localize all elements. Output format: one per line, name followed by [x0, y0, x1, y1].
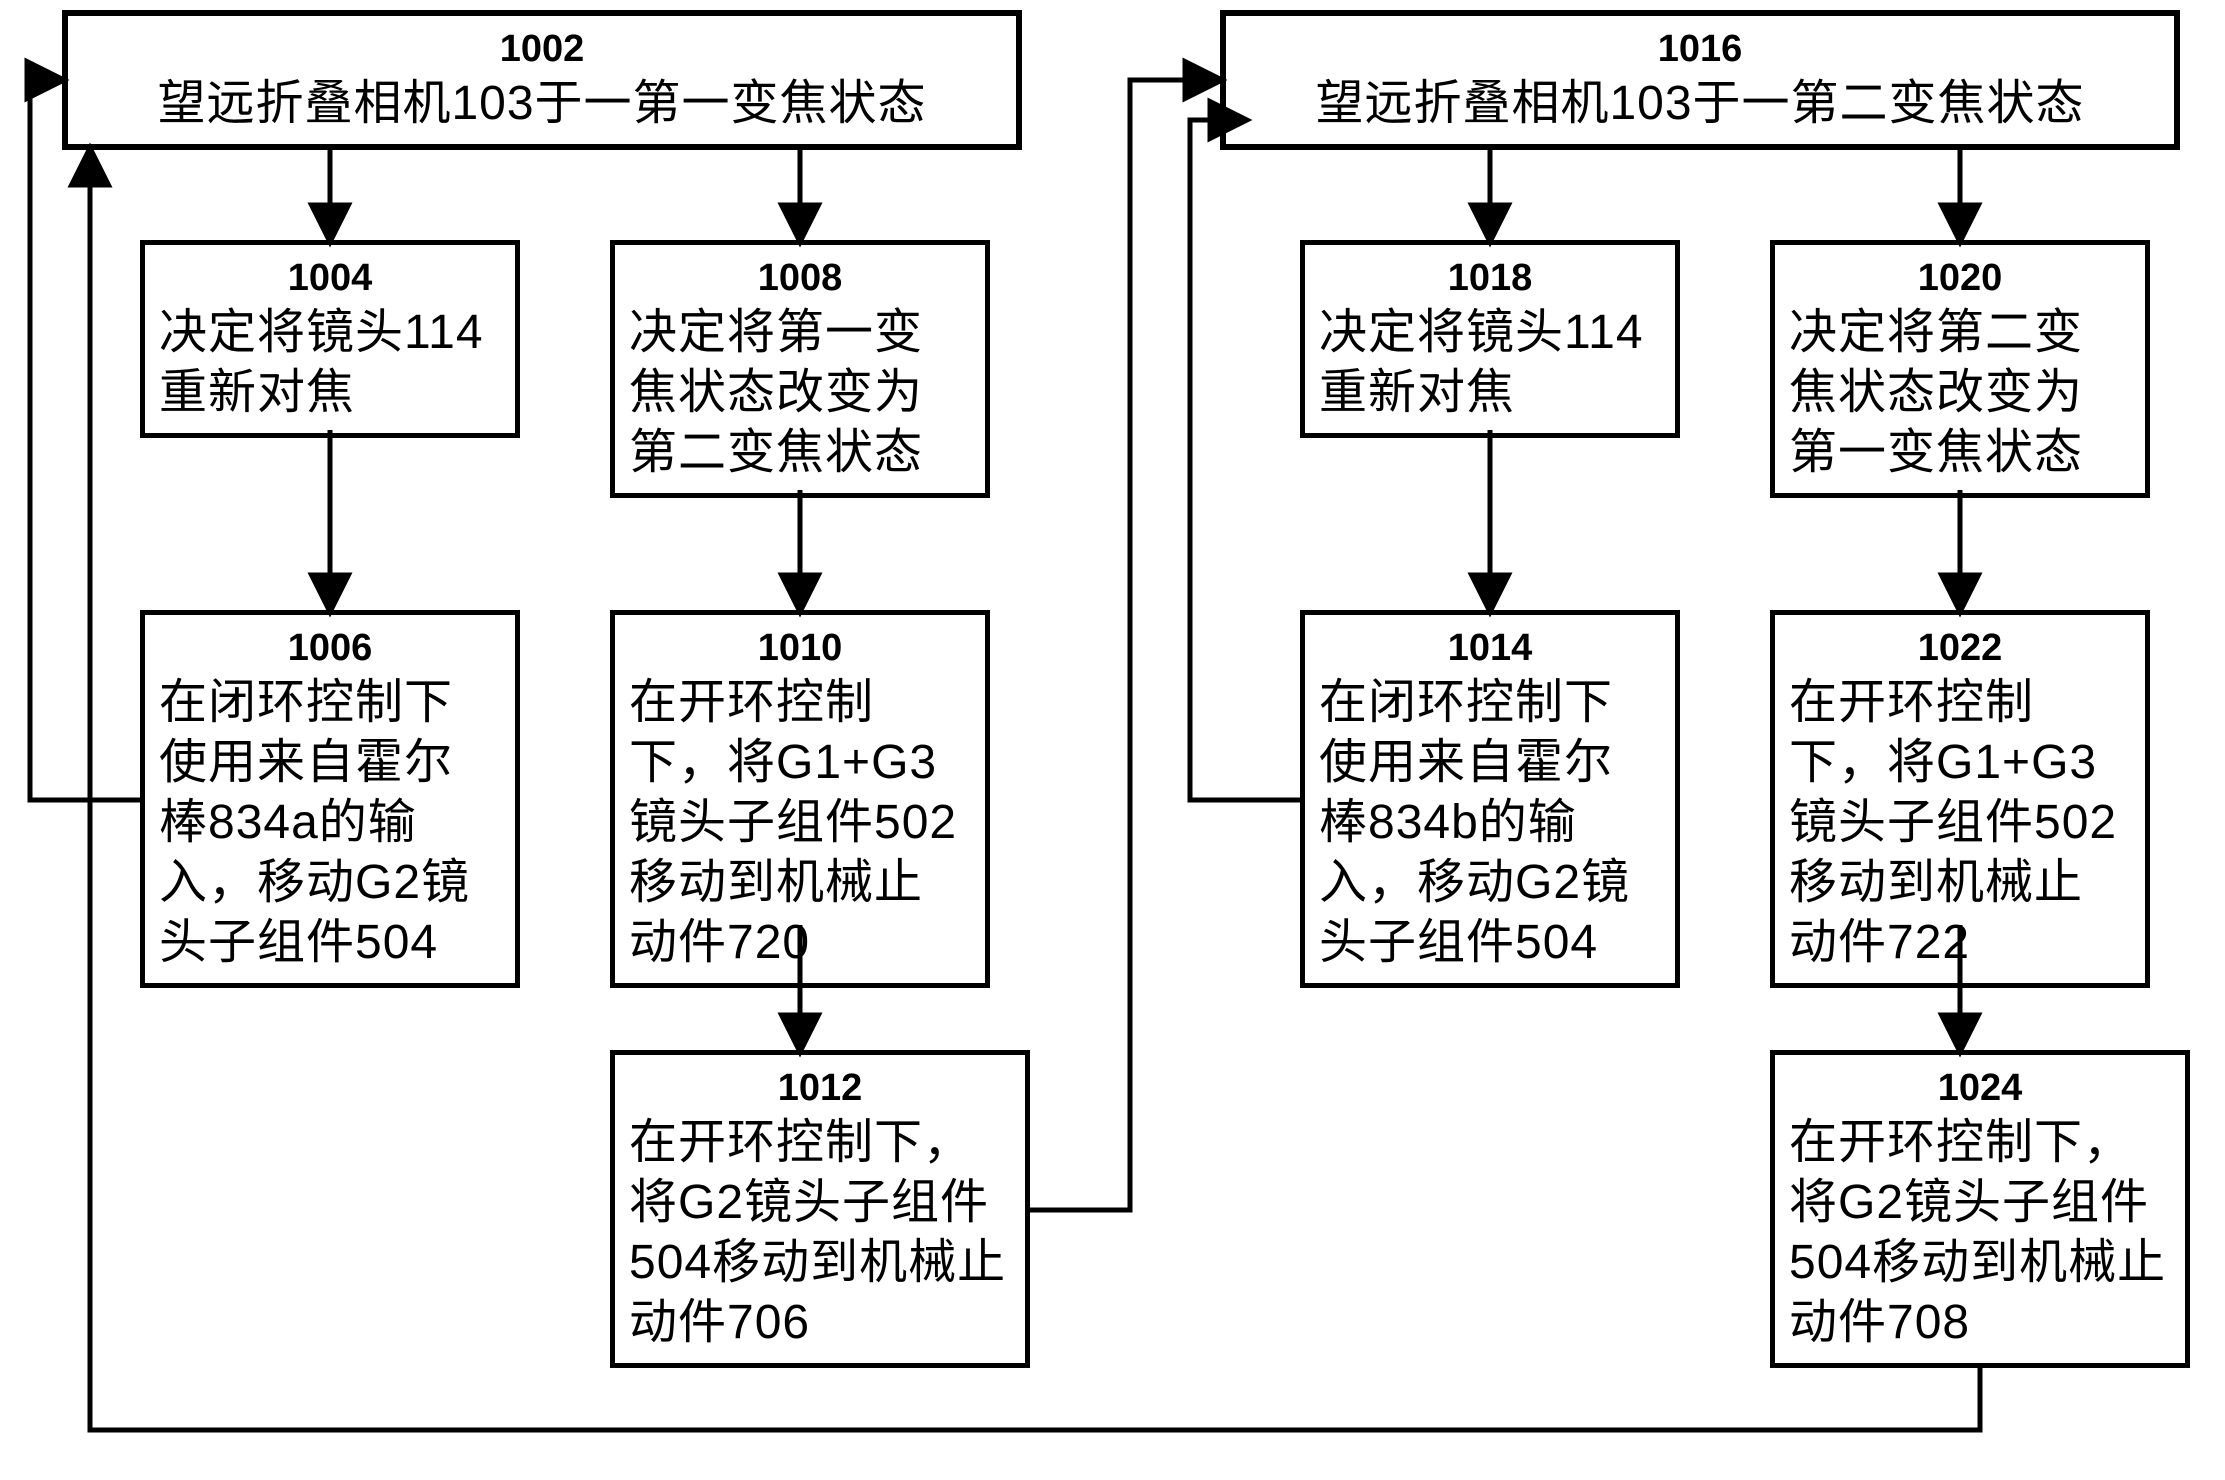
- node-text: 在开环控制下，将G2镜头子组件504移动到机械止动件708: [1789, 1113, 2171, 1353]
- node-text: 决定将第一变焦状态改变为第二变焦状态: [629, 303, 971, 483]
- flow-node-1020: 1020 决定将第二变焦状态改变为第一变焦状态: [1770, 240, 2150, 498]
- node-id: 1020: [1789, 255, 2131, 303]
- flow-node-1006: 1006 在闭环控制下使用来自霍尔棒834a的输入，移动G2镜头子组件504: [140, 610, 520, 988]
- node-text: 决定将镜头114重新对焦: [1319, 303, 1661, 423]
- node-id: 1014: [1319, 625, 1661, 673]
- flow-node-1008: 1008 决定将第一变焦状态改变为第二变焦状态: [610, 240, 990, 498]
- node-text: 望远折叠相机103于一第一变焦状态: [82, 74, 1002, 134]
- node-text: 决定将镜头114重新对焦: [159, 303, 501, 423]
- flow-edge: [1030, 80, 1220, 1210]
- node-id: 1006: [159, 625, 501, 673]
- flow-edge: [1190, 120, 1300, 800]
- node-text: 在开环控制下，将G1+G3镜头子组件502移动到机械止动件720: [629, 673, 971, 973]
- node-id: 1022: [1789, 625, 2131, 673]
- flow-node-1004: 1004 决定将镜头114重新对焦: [140, 240, 520, 438]
- node-text: 在闭环控制下使用来自霍尔棒834b的输入，移动G2镜头子组件504: [1319, 673, 1661, 973]
- node-text: 在开环控制下，将G2镜头子组件504移动到机械止动件706: [629, 1113, 1011, 1353]
- flow-node-1002: 1002 望远折叠相机103于一第一变焦状态: [62, 10, 1022, 150]
- node-text: 在闭环控制下使用来自霍尔棒834a的输入，移动G2镜头子组件504: [159, 673, 501, 973]
- flow-node-1014: 1014 在闭环控制下使用来自霍尔棒834b的输入，移动G2镜头子组件504: [1300, 610, 1680, 988]
- node-id: 1002: [82, 26, 1002, 74]
- node-id: 1016: [1240, 26, 2160, 74]
- flow-node-1012: 1012 在开环控制下，将G2镜头子组件504移动到机械止动件706: [610, 1050, 1030, 1368]
- node-text: 在开环控制下，将G1+G3镜头子组件502移动到机械止动件722: [1789, 673, 2131, 973]
- flow-edge: [30, 80, 140, 800]
- node-text: 决定将第二变焦状态改变为第一变焦状态: [1789, 303, 2131, 483]
- node-id: 1012: [629, 1065, 1011, 1113]
- node-id: 1024: [1789, 1065, 2171, 1113]
- flow-node-1022: 1022 在开环控制下，将G1+G3镜头子组件502移动到机械止动件722: [1770, 610, 2150, 988]
- flow-node-1024: 1024 在开环控制下，将G2镜头子组件504移动到机械止动件708: [1770, 1050, 2190, 1368]
- node-id: 1010: [629, 625, 971, 673]
- node-id: 1018: [1319, 255, 1661, 303]
- flow-node-1010: 1010 在开环控制下，将G1+G3镜头子组件502移动到机械止动件720: [610, 610, 990, 988]
- node-text: 望远折叠相机103于一第二变焦状态: [1240, 74, 2160, 134]
- flow-node-1018: 1018 决定将镜头114重新对焦: [1300, 240, 1680, 438]
- flow-node-1016: 1016 望远折叠相机103于一第二变焦状态: [1220, 10, 2180, 150]
- node-id: 1008: [629, 255, 971, 303]
- node-id: 1004: [159, 255, 501, 303]
